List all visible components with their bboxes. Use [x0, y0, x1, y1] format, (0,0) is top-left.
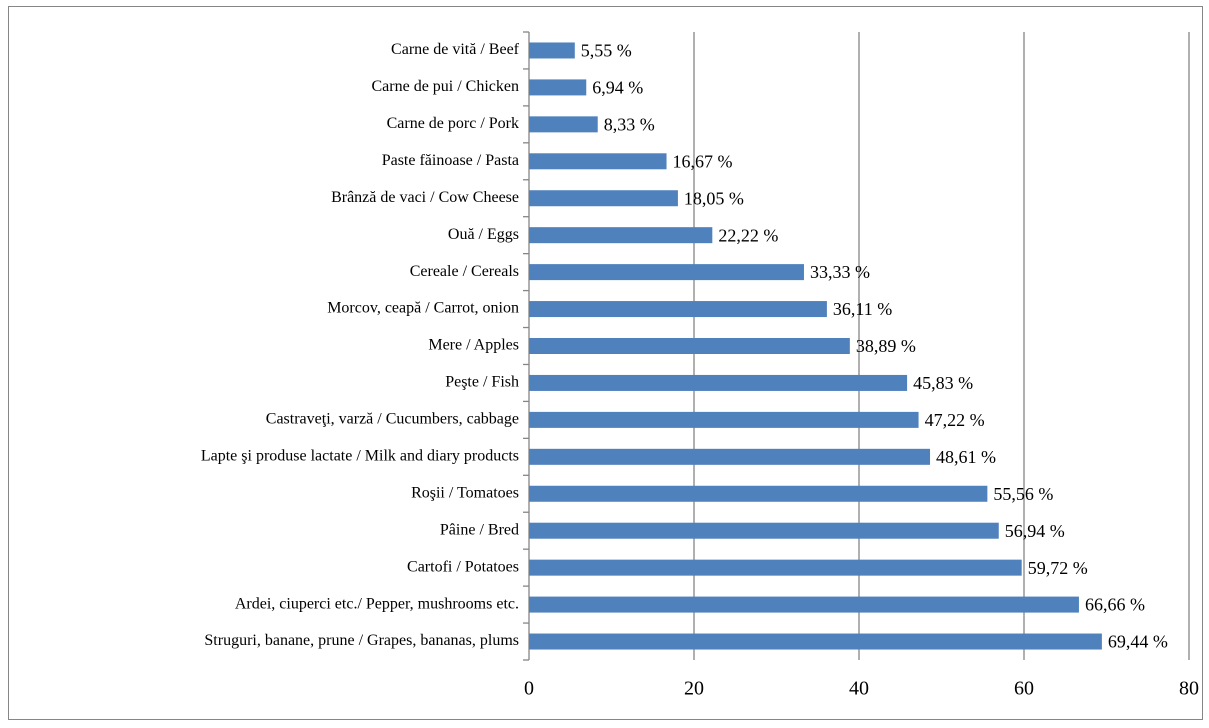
bar: [529, 79, 587, 96]
value-label: 36,11 %: [833, 299, 892, 319]
y-tick-label: Lapte şi produse lactate / Milk and diar…: [201, 447, 519, 464]
y-tick-label: Ouă / Eggs: [448, 226, 519, 243]
bar: [529, 153, 667, 170]
y-tick-label: Carne de vită / Beef: [391, 41, 520, 58]
x-tick-label: 20: [684, 678, 704, 700]
value-label: 55,56 %: [993, 484, 1053, 504]
bar: [529, 42, 575, 59]
y-tick-label: Cartofi / Potatoes: [407, 558, 519, 575]
value-label: 38,89 %: [856, 336, 916, 356]
value-label: 22,22 %: [718, 225, 778, 245]
y-tick-label: Mere / Apples: [428, 337, 519, 354]
value-label: 5,55 %: [581, 41, 632, 61]
x-tick-label: 60: [1014, 678, 1034, 700]
value-label: 18,05 %: [684, 188, 744, 208]
value-label: 6,94 %: [592, 78, 643, 98]
bar: [529, 227, 713, 244]
bar: [529, 190, 678, 207]
value-label: 69,44 %: [1108, 632, 1168, 652]
bar: [529, 522, 999, 539]
x-tick-label: 40: [849, 678, 869, 700]
value-label: 8,33 %: [604, 114, 655, 134]
value-label: 16,67 %: [673, 151, 733, 171]
y-tick-label: Castraveţi, varză / Cucumbers, cabbage: [266, 411, 519, 428]
bar: [529, 559, 1022, 576]
x-tick-label: 80: [1179, 678, 1199, 700]
y-tick-label: Cereale / Cereals: [410, 263, 519, 280]
bar: [529, 411, 919, 428]
value-label: 45,83 %: [913, 373, 973, 393]
bar: [529, 374, 908, 391]
y-tick-label: Brânză de vaci / Cow Cheese: [331, 189, 519, 206]
bar: [529, 116, 598, 133]
value-label: 47,22 %: [925, 410, 985, 430]
bar: [529, 338, 850, 354]
y-tick-label: Paste făinoase / Pasta: [382, 152, 519, 169]
y-tick-label: Ardei, ciuperci etc./ Pepper, mushrooms …: [235, 595, 519, 612]
y-tick-label: Carne de porc / Pork: [387, 115, 519, 132]
y-tick-label: Pâine / Bred: [440, 521, 519, 538]
value-label: 59,72 %: [1028, 558, 1088, 578]
value-label: 33,33 %: [810, 262, 870, 282]
value-label: 48,61 %: [936, 447, 996, 467]
y-tick-label: Roşii / Tomatoes: [411, 484, 519, 501]
bar: [529, 485, 988, 502]
bar: [529, 596, 1079, 613]
value-label: 66,66 %: [1085, 595, 1145, 615]
value-label: 56,94 %: [1005, 521, 1065, 541]
bar: [529, 264, 804, 281]
y-tick-label: Peşte / Fish: [445, 374, 519, 391]
x-tick-label: 0: [524, 678, 534, 700]
y-tick-label: Morcov, ceapă / Carrot, onion: [327, 300, 519, 317]
bar: [529, 448, 931, 465]
bar: [529, 633, 1102, 650]
y-tick-label: Carne de pui / Chicken: [371, 78, 519, 95]
y-tick-label: Struguri, banane, prune / Grapes, banana…: [204, 632, 519, 649]
bar: [529, 301, 827, 318]
